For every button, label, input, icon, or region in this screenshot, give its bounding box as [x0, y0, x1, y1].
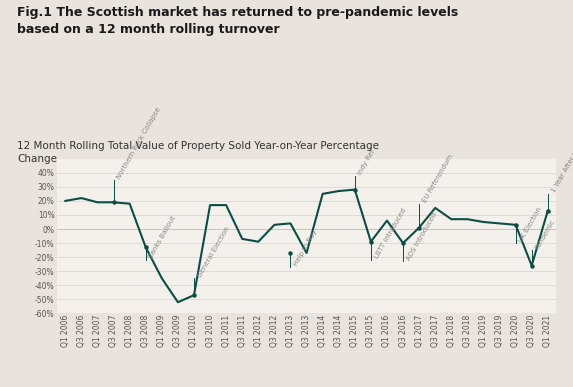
Text: Fig.1 The Scottish market has returned to pre-pandemic levels
based on a 12 mont: Fig.1 The Scottish market has returned t… [17, 6, 458, 36]
Text: EU Referendum: EU Referendum [422, 154, 454, 204]
Text: Help to Buy: Help to Buy [293, 229, 319, 267]
Text: General Election: General Election [197, 225, 230, 278]
Text: Northern Rock Collapse: Northern Rock Collapse [116, 106, 162, 180]
Text: ADS Introduced: ADS Introduced [406, 211, 438, 261]
Text: 12 Month Rolling Total Value of Property Sold Year-on-Year Percentage
Change: 12 Month Rolling Total Value of Property… [17, 141, 379, 164]
Text: 1 Year After Lockdown: 1 Year After Lockdown [550, 123, 573, 194]
Text: Indy Ref: Indy Ref [357, 148, 376, 176]
Text: UK Election: UK Election [518, 205, 543, 243]
Text: Banks Bailout: Banks Bailout [148, 216, 178, 260]
Text: LBTT Introduced: LBTT Introduced [373, 208, 407, 260]
Text: Pandemic: Pandemic [534, 218, 556, 250]
